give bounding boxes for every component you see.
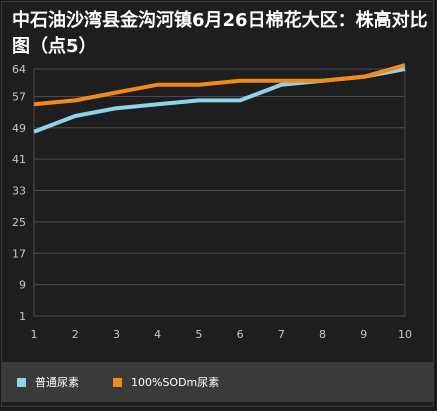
legend-swatch-series-1 — [17, 377, 26, 387]
x-tick-label: 2 — [72, 328, 79, 341]
x-tick-label: 10 — [398, 328, 412, 341]
x-tick-label: 8 — [319, 328, 326, 341]
y-tick-label: 1 — [19, 310, 26, 323]
x-tick-label: 9 — [360, 328, 367, 341]
y-tick-label: 17 — [12, 247, 26, 260]
line-chart: 1 9 17 25 33 41 49 57 64 1 2 3 4 5 6 7 8 9 10 — [12, 63, 412, 341]
y-tick-label: 25 — [12, 216, 26, 229]
legend-item-series-2: 100%SODm尿素 — [113, 374, 219, 390]
chart-frame: 中石油沙湾县金沟河镇6月26日棉花大区：株高对比图（点5） 1 9 17 25 33 41… — [1, 1, 434, 407]
x-tick-label: 5 — [195, 328, 202, 341]
legend-item-series-1: 普通尿素 — [17, 374, 79, 390]
y-tick-label: 57 — [12, 90, 26, 103]
y-tick-label: 41 — [12, 153, 26, 166]
series-line-2 — [33, 63, 406, 107]
chart-title: 中石油沙湾县金沟河镇6月26日棉花大区：株高对比图（点5） — [12, 10, 428, 57]
x-tick-label: 7 — [278, 328, 285, 341]
legend-swatch-series-2 — [113, 377, 122, 387]
y-tick-label: 33 — [12, 185, 26, 198]
x-tick-label: 4 — [154, 328, 161, 341]
legend-label-series-1: 普通尿素 — [35, 376, 79, 389]
plot-area — [33, 68, 406, 317]
x-tick-label: 3 — [113, 328, 120, 341]
x-tick-label: 6 — [237, 328, 244, 341]
legend: 普通尿素 100%SODm尿素 — [2, 362, 433, 402]
x-tick-label: 1 — [31, 328, 38, 341]
y-tick-label: 49 — [12, 122, 26, 135]
y-tick-label: 64 — [12, 63, 26, 76]
y-tick-label: 9 — [19, 279, 26, 292]
legend-label-series-2: 100%SODm尿素 — [131, 376, 220, 389]
